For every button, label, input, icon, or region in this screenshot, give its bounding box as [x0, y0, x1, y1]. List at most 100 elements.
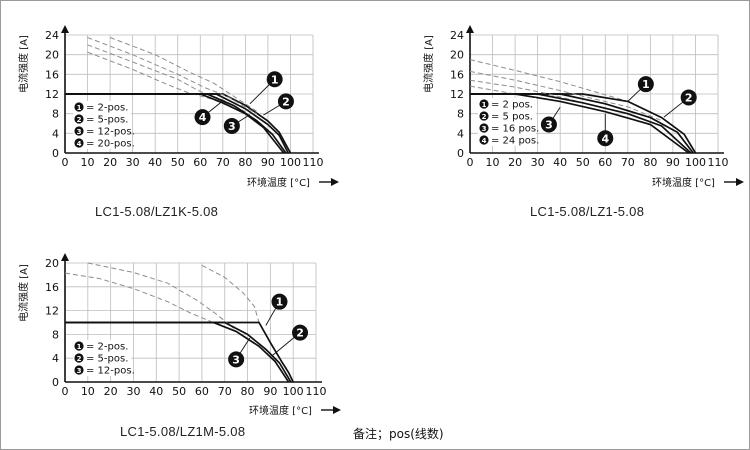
x-tick-label: 40 [148, 156, 162, 169]
callout-marker-3 [540, 116, 557, 133]
y-tick-label: 4 [52, 127, 59, 140]
legend-marker-label: 2 [77, 355, 82, 363]
series-3-derated-line [87, 44, 246, 113]
y-tick-label: 16 [45, 68, 59, 81]
x-tick-label: 80 [643, 156, 657, 169]
x-tick-label: 100 [283, 385, 304, 398]
series-3-derated-line [64, 272, 214, 323]
callout-marker-3 [228, 351, 245, 368]
legend-entry: = 12-pos. [86, 366, 135, 377]
x-tick-label: 70 [218, 385, 232, 398]
series-3-derated-line [469, 79, 662, 127]
x-tick-label: 110 [303, 156, 324, 169]
x-tick-label: 20 [104, 385, 118, 398]
y-tick-label: 12 [45, 305, 59, 318]
legend-marker-label: 1 [77, 343, 82, 351]
y-axis-label: 电流强度 [A] [422, 35, 435, 93]
callout-marker-2 [680, 89, 697, 106]
y-tick-label: 4 [457, 127, 464, 140]
x-tick-label: 70 [216, 156, 230, 169]
x-tick-label: 20 [103, 156, 117, 169]
x-tick-label: 110 [306, 385, 327, 398]
callout-marker-4 [194, 109, 211, 126]
callout-marker-2 [277, 93, 294, 110]
legend-marker-label: 3 [77, 367, 82, 375]
legend-marker-3 [74, 126, 84, 136]
y-tick-label: 8 [457, 108, 464, 121]
x-tick-label: 60 [598, 156, 612, 169]
y-tick-label: 8 [52, 108, 59, 121]
footnote: 备注；pos(线数) [353, 427, 444, 441]
callout-marker-label: 2 [296, 327, 304, 340]
legend-marker-4 [74, 138, 84, 148]
legend-marker-label: 2 [77, 116, 82, 124]
y-axis-arrow [466, 25, 474, 33]
series-4-line [65, 93, 285, 154]
x-tick-label: 60 [193, 156, 207, 169]
series-3-line [470, 93, 692, 154]
legend-entry: = 2-pos. [86, 342, 128, 353]
legend-marker-2 [479, 111, 489, 121]
callout-marker-label: 3 [545, 118, 553, 131]
y-tick-label: 12 [450, 88, 464, 101]
callout-marker-3 [223, 117, 240, 134]
y-tick-label: 20 [450, 49, 464, 62]
chart-2-caption: LC1-5.08/LZ1-5.08 [530, 204, 645, 219]
y-axis-label: 电流强度 [A] [17, 264, 30, 322]
callout-marker-label: 3 [232, 353, 240, 366]
legend-entry: = 16 pos. [491, 124, 539, 135]
chart-2: 0 10 20 30 40 50 60 70 80 90 100 11004812162024环境温度… [422, 25, 744, 189]
y-axis-arrow [61, 25, 69, 33]
x-tick-label: 50 [171, 156, 185, 169]
callout-marker-label: 3 [228, 120, 236, 133]
y-tick-label: 4 [52, 352, 59, 365]
x-tick-label: 30 [126, 385, 140, 398]
x-axis-label-arrowhead [333, 406, 341, 414]
legend-bg [73, 101, 131, 113]
legend-marker-label: 1 [77, 104, 82, 112]
x-tick-label: 10 [486, 156, 500, 169]
series-4-line [470, 93, 690, 154]
y-tick-label: 20 [45, 49, 59, 62]
legend-entry: = 5-pos. [86, 115, 128, 126]
x-tick-label: 50 [576, 156, 590, 169]
legend-bg [73, 340, 131, 352]
x-axis-label-arrowhead [736, 178, 744, 186]
x-tick-label: 0 [62, 156, 69, 169]
callout-marker-label: 4 [601, 132, 609, 145]
y-tick-label: 16 [45, 281, 59, 294]
callout-marker-label: 2 [685, 91, 693, 104]
y-tick-label: 12 [45, 88, 59, 101]
x-tick-label: 0 [62, 385, 69, 398]
callout-marker-label: 4 [199, 111, 207, 124]
x-tick-label: 110 [708, 156, 729, 169]
y-tick-label: 8 [52, 328, 59, 341]
x-tick-label: 40 [149, 385, 163, 398]
legend-bg [73, 352, 131, 364]
legend-marker-1 [74, 102, 84, 112]
legend-bg [478, 134, 536, 146]
x-tick-label: 30 [531, 156, 545, 169]
y-tick-label: 0 [52, 376, 59, 389]
callout-marker-label: 1 [271, 73, 279, 86]
x-axis-label-arrowhead [331, 178, 339, 186]
legend-bg [478, 122, 536, 134]
y-tick-label: 16 [450, 68, 464, 81]
series-2-derated-line [87, 262, 235, 329]
callout-marker-label: 1 [276, 296, 284, 309]
callout-marker-4 [597, 130, 614, 147]
legend-entry: = 2 pos. [491, 100, 533, 111]
x-tick-label: 10 [81, 156, 95, 169]
series-1-derated-line [109, 37, 257, 112]
x-tick-label: 30 [126, 156, 140, 169]
series-2-derated-line [87, 37, 257, 115]
legend-marker-label: 3 [77, 128, 82, 136]
legend-bg [73, 364, 131, 376]
y-axis-label: 电流强度 [A] [17, 35, 30, 93]
y-tick-label: 0 [457, 147, 464, 160]
x-tick-label: 80 [238, 156, 252, 169]
legend-bg [478, 110, 536, 122]
legend-entry: = 5 pos. [491, 112, 533, 123]
chart-3-caption: LC1-5.08/LZ1M-5.08 [120, 424, 246, 439]
